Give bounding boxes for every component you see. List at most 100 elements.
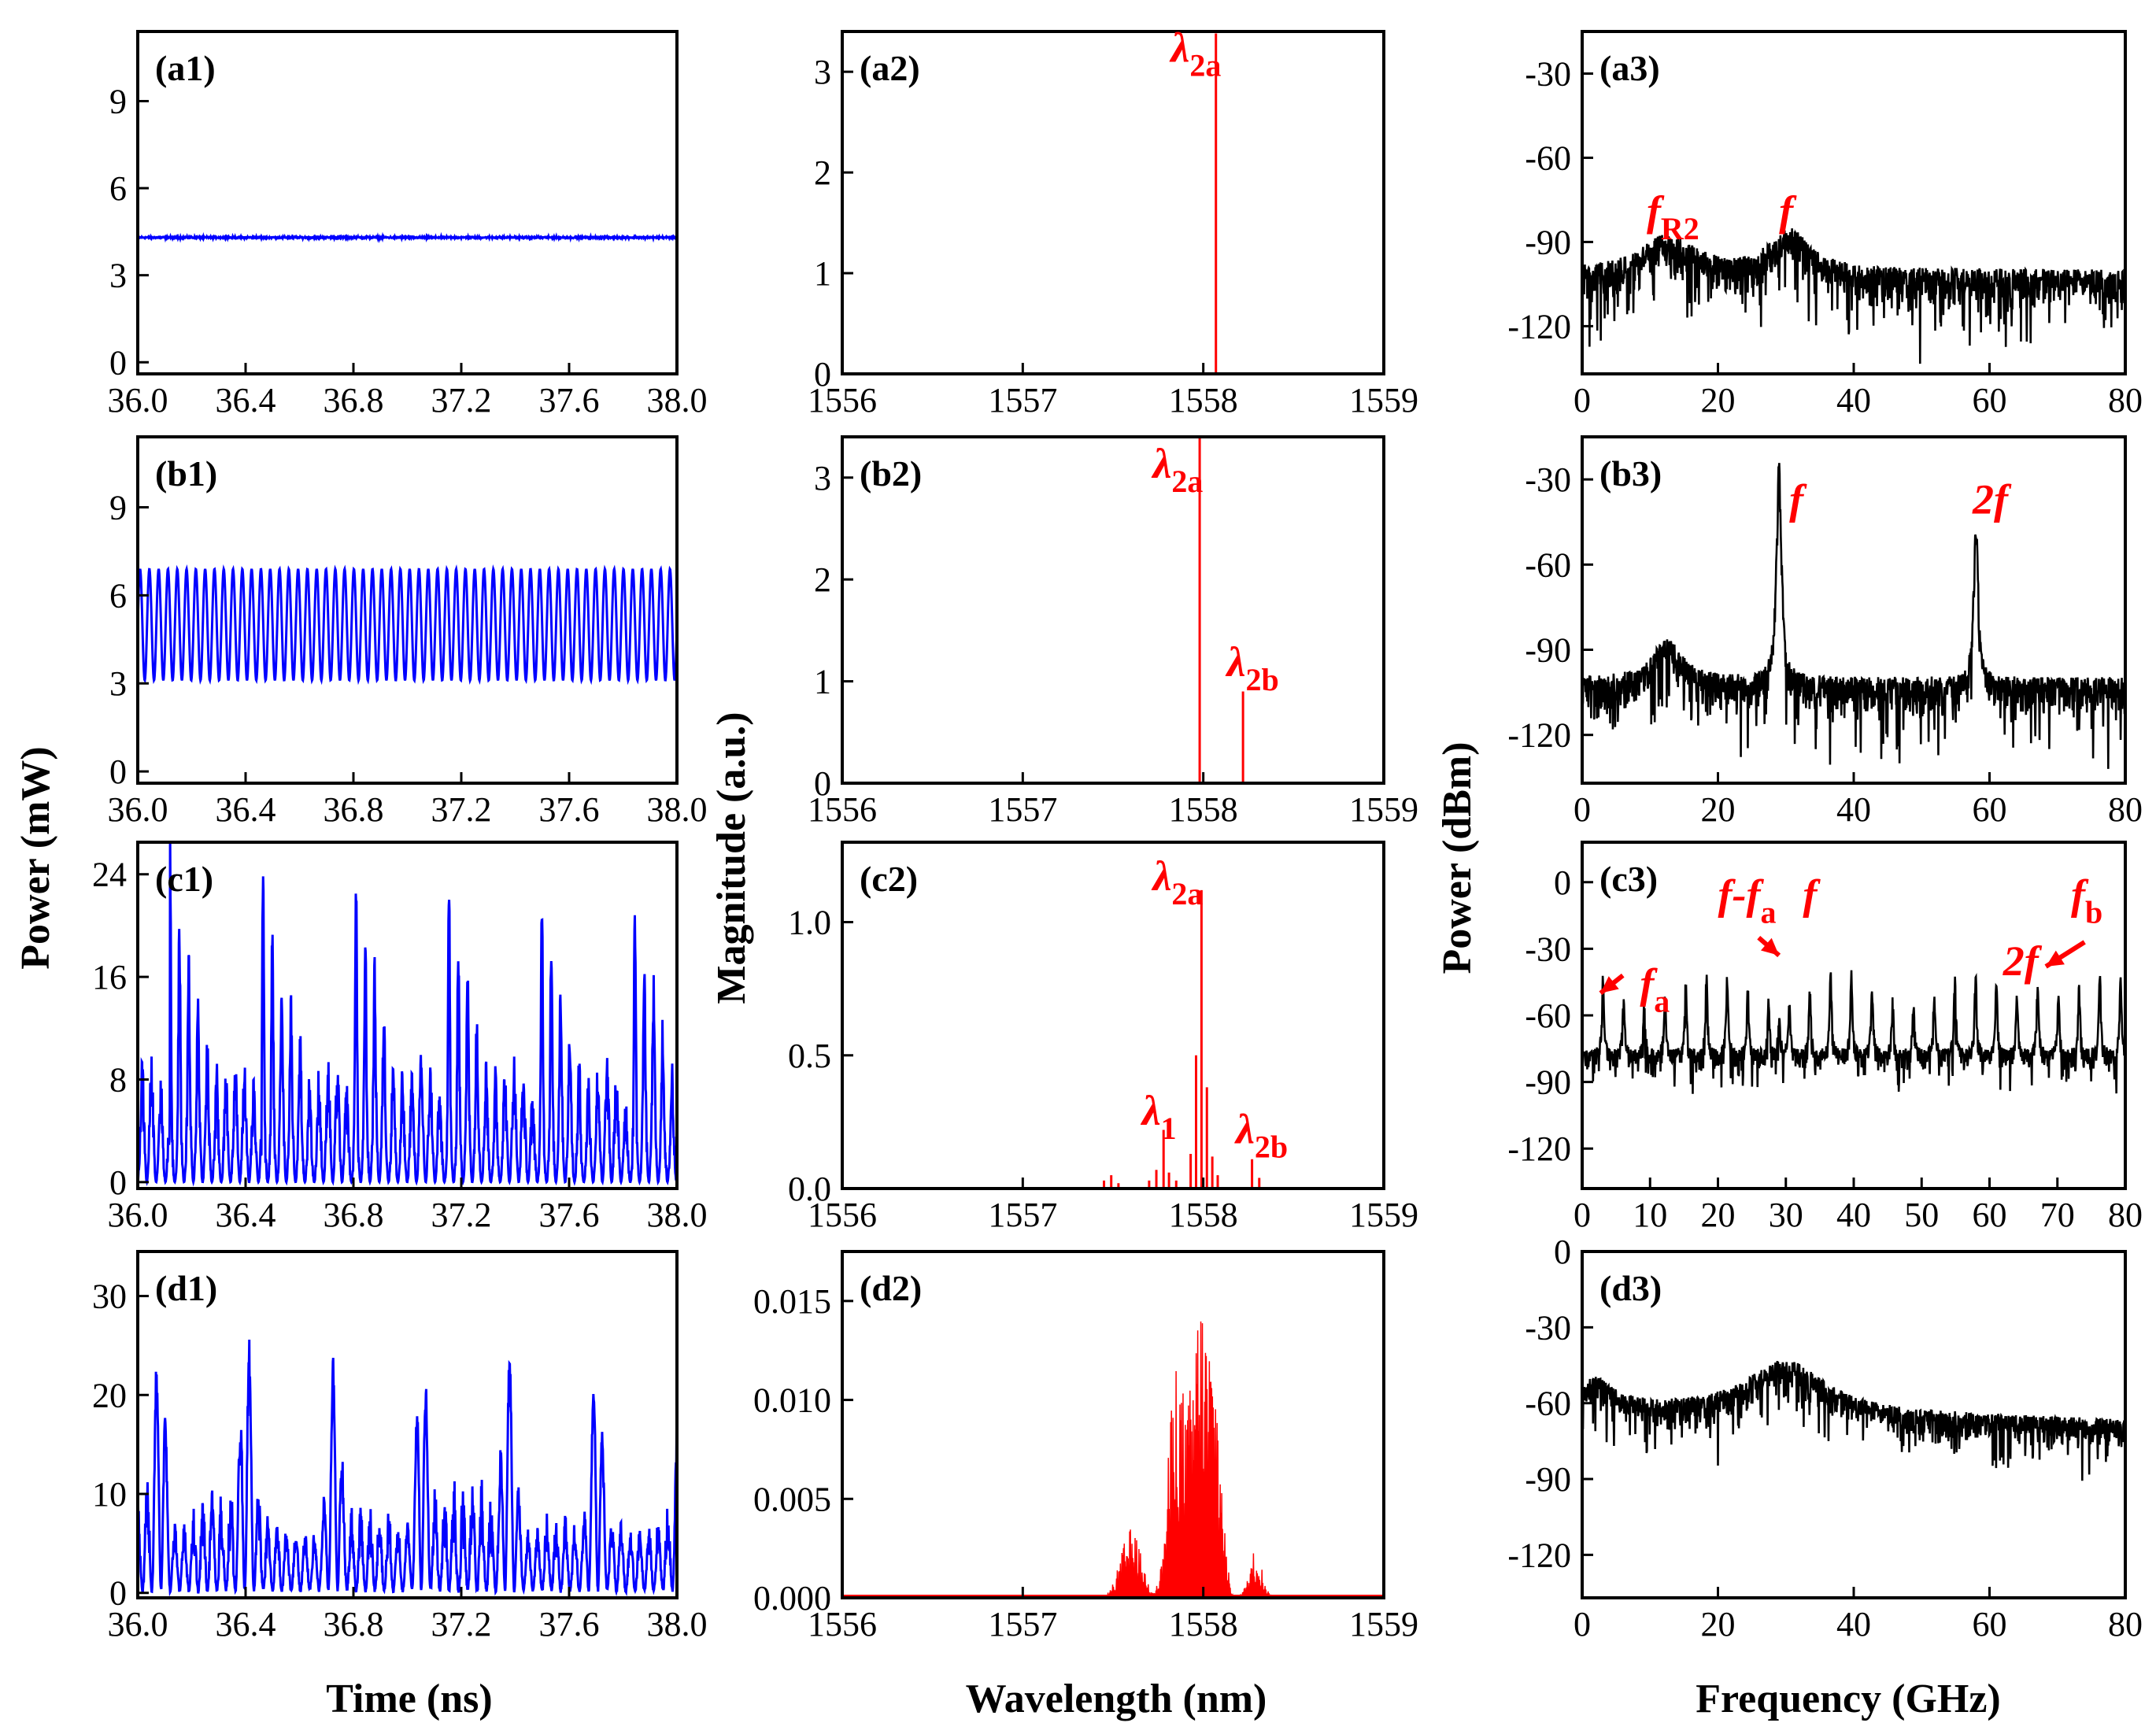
x-tick-label: 0 — [1574, 381, 1591, 420]
x-tick-label: 40 — [1836, 790, 1871, 829]
axes-frame — [136, 1250, 679, 1599]
x-tick-label: 38.0 — [647, 790, 708, 829]
x-tick-label: 37.2 — [431, 381, 492, 420]
x-axis-label-frequency: Frequency (GHz) — [1696, 1677, 2001, 1721]
y-tick-label: 6 — [109, 576, 127, 615]
x-tick-label: 38.0 — [647, 1196, 708, 1234]
axes-frame — [841, 841, 1385, 1190]
x-tick-label: 1559 — [1349, 790, 1418, 829]
annotation-label: fa — [1640, 959, 1670, 1019]
plot-area-a1 — [138, 231, 677, 243]
series-line-intensity — [138, 1340, 677, 1597]
panel-label: (b2) — [860, 453, 922, 494]
annotation-label: λ2a — [1169, 24, 1221, 83]
x-tick-label: 10 — [1633, 1196, 1667, 1234]
y-tick-label: 0 — [814, 764, 831, 803]
x-tick-label: 1557 — [988, 790, 1057, 829]
y-tick-label: -60 — [1525, 545, 1571, 584]
x-tick-label: 38.0 — [647, 381, 708, 420]
y-tick-label: -30 — [1525, 460, 1571, 499]
y-tick-label: -120 — [1507, 307, 1571, 346]
annotation-label: f — [1803, 871, 1821, 919]
panel-label: (b3) — [1599, 453, 1662, 494]
annotation-arrowhead — [2046, 950, 2065, 967]
annotation-label: 2f — [1972, 475, 2012, 523]
axes-frame — [1581, 435, 2127, 785]
x-tick-label: 1556 — [808, 1605, 877, 1643]
x-tick-label: 0 — [1574, 1605, 1591, 1643]
series-line-intensity — [138, 564, 677, 686]
x-tick-label: 36.0 — [108, 790, 168, 829]
plot-area-b1 — [138, 564, 677, 686]
x-tick-label: 36.0 — [108, 1605, 168, 1643]
plot-area-a3 — [1582, 228, 2125, 364]
y-tick-label: 6 — [109, 169, 127, 208]
x-tick-label: 60 — [1973, 790, 2007, 829]
annotation-arrowhead — [1600, 976, 1619, 993]
x-tick-label: 40 — [1836, 1196, 1871, 1234]
x-tick-label: 37.6 — [539, 1196, 600, 1234]
y-tick-label: 0.015 — [753, 1282, 831, 1321]
y-tick-label: 0 — [814, 355, 831, 394]
y-tick-label: 0.005 — [753, 1480, 831, 1518]
x-tick-label: 36.8 — [324, 790, 384, 829]
x-tick-label: 36.4 — [216, 790, 276, 829]
x-tick-label: 37.2 — [431, 790, 492, 829]
x-tick-label: 1557 — [988, 381, 1057, 420]
y-tick-label: 0 — [109, 752, 127, 791]
x-tick-label: 40 — [1836, 381, 1871, 420]
annotation-label: λ1 — [1141, 1087, 1177, 1146]
y-tick-label: -90 — [1525, 630, 1571, 669]
x-tick-label: 1557 — [988, 1196, 1057, 1234]
x-tick-label: 70 — [2040, 1196, 2075, 1234]
y-tick-label: -120 — [1507, 1130, 1571, 1168]
x-tick-label: 50 — [1904, 1196, 1939, 1234]
y-tick-label: -30 — [1525, 930, 1571, 968]
panel-label: (c2) — [860, 859, 918, 899]
axes-frame — [136, 435, 679, 785]
x-tick-label: 37.2 — [431, 1196, 492, 1234]
y-tick-label: 0.5 — [788, 1037, 831, 1075]
panel-label: (a1) — [155, 48, 216, 88]
y-tick-label: 0 — [1554, 1233, 1571, 1271]
y-tick-label: 16 — [92, 958, 127, 996]
series-line-rf — [1582, 228, 2125, 364]
annotation-label: λ2b — [1234, 1105, 1288, 1164]
y-tick-label: -30 — [1525, 1308, 1571, 1347]
y-tick-label: -120 — [1507, 1536, 1571, 1574]
panel-label: (c3) — [1599, 859, 1658, 899]
y-tick-label: 0 — [109, 1163, 127, 1202]
y-tick-label: -90 — [1525, 1460, 1571, 1499]
x-tick-label: 0 — [1574, 790, 1591, 829]
annotation-label: fR2 — [1647, 187, 1699, 246]
y-tick-label: 2 — [814, 153, 831, 192]
x-tick-label: 20 — [1701, 1196, 1736, 1234]
y-axis-label-power-mw: Power (mW) — [13, 746, 58, 970]
x-tick-label: 60 — [1973, 1196, 2007, 1234]
y-tick-label: 0 — [109, 343, 127, 382]
x-tick-label: 37.6 — [539, 790, 600, 829]
y-tick-label: -60 — [1525, 1385, 1571, 1423]
panel-c1: 36.0 36.4 36.8 37.2 37.6 38.0 0 8 16 24 (c1) — [92, 841, 708, 1234]
y-tick-label: 20 — [92, 1376, 127, 1414]
panel-label: (a2) — [860, 48, 920, 88]
axes-frame — [1581, 30, 2127, 375]
panel-a1: 36.0 36.4 36.8 37.2 37.6 38.0 0 3 6 9 (a1) — [108, 30, 708, 420]
annotation-arrowhead — [1760, 937, 1780, 956]
plot-area-c3 — [1582, 970, 2125, 1094]
axes-frame — [841, 1250, 1385, 1599]
annotation-label: f-fa — [1718, 871, 1777, 930]
y-tick-label: 2 — [814, 560, 831, 599]
y-tick-label: -120 — [1507, 716, 1571, 755]
x-tick-label: 36.0 — [108, 381, 168, 420]
annotation-label: f — [1779, 187, 1797, 235]
y-tick-label: 3 — [109, 664, 127, 703]
panel-b3: 0 20 40 60 80 -30 -60 -90 -120 (b3) f 2f — [1507, 435, 2143, 829]
x-tick-label: 30 — [1769, 1196, 1803, 1234]
panel-b1: 36.0 36.4 36.8 37.2 37.6 38.0 0 3 6 9 (b1) — [108, 435, 708, 829]
plot-area-d3 — [1582, 1360, 2125, 1481]
plot-area-d1 — [138, 1340, 677, 1597]
y-tick-label: 1.0 — [788, 904, 831, 942]
x-tick-label: 40 — [1836, 1605, 1871, 1643]
